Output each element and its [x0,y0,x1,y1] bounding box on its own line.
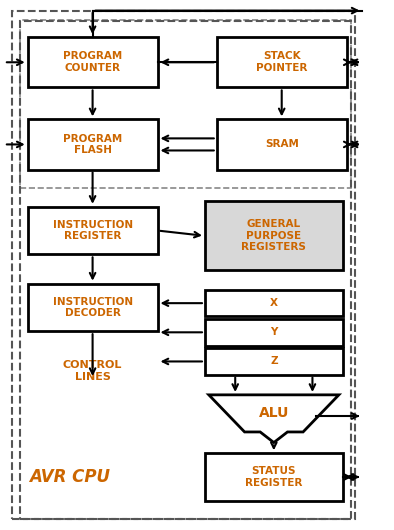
Bar [20,21,351,519]
Bar [205,453,343,501]
Bar [12,11,355,519]
Bar [28,119,158,170]
Bar [217,119,347,170]
Polygon shape [209,395,339,443]
Text: AVR CPU: AVR CPU [30,468,111,486]
Text: PROGRAM
COUNTER: PROGRAM COUNTER [63,51,122,73]
Text: CONTROL
LINES: CONTROL LINES [63,360,122,382]
Bar [217,37,347,87]
Text: X: X [270,298,278,308]
Text: Z: Z [270,357,278,366]
Bar [20,20,351,188]
Bar [205,319,343,346]
Bar [28,284,158,331]
Bar [205,201,343,270]
Text: INSTRUCTION
DECODER: INSTRUCTION DECODER [52,297,133,318]
Text: GENERAL
PURPOSE
REGISTERS: GENERAL PURPOSE REGISTERS [242,219,306,252]
Bar [28,207,158,254]
Text: STACK
POINTER: STACK POINTER [256,51,307,73]
Text: Y: Y [270,328,277,337]
Text: PROGRAM
FLASH: PROGRAM FLASH [63,134,122,155]
Bar [28,37,158,87]
Bar [205,348,343,375]
Text: STATUS
REGISTER: STATUS REGISTER [245,466,303,488]
Bar [205,290,343,316]
Text: SRAM: SRAM [265,139,299,149]
Text: ALU: ALU [258,407,289,420]
Text: INSTRUCTION
REGISTER: INSTRUCTION REGISTER [52,220,133,241]
